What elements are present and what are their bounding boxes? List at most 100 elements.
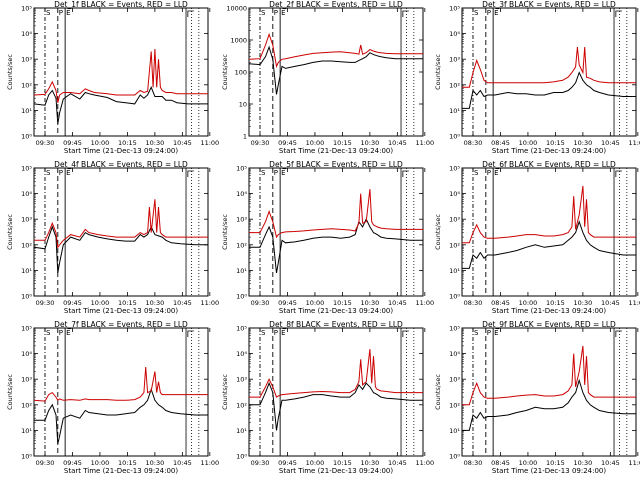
y-tick-label: 10³ <box>21 216 32 224</box>
x-tick-label: 11:00 <box>415 299 434 307</box>
series-lld-line <box>33 366 208 402</box>
detector-panel-2: Det_2f BLACK = Events, RED = LLD 1 10 100 10… <box>221 0 434 155</box>
x-tick-label: 10:30 <box>574 459 593 467</box>
series-lld-line <box>249 349 423 398</box>
panel-title: Det_7f BLACK = Events, RED = LLD <box>54 320 188 329</box>
series-lld-line <box>249 189 423 239</box>
marker-label: E <box>281 169 285 177</box>
detector-panel-8: Det_8f BLACK = Events, RED = LLD 10⁰ 10¹ 10… <box>221 320 434 475</box>
x-tick-label: 09:30 <box>251 459 270 467</box>
x-tick-label: 11:00 <box>415 139 434 147</box>
x-tick-label: 10:15 <box>333 299 352 307</box>
marker-label: P <box>59 329 63 337</box>
y-tick-label: 10² <box>449 401 460 409</box>
x-tick-label: 11:00 <box>415 459 434 467</box>
x-tick-label: 10:00 <box>91 139 110 147</box>
x-tick-label: 10:15 <box>546 459 565 467</box>
x-tick-label: 08:45 <box>491 139 510 147</box>
marker-label: E <box>66 9 70 17</box>
y-tick-label: 10⁰ <box>21 133 32 141</box>
x-tick-label: 10:45 <box>601 459 620 467</box>
detector-panel-3: Det_3f BLACK = Events, RED = LLD 10⁰ 10¹ 10… <box>434 0 640 155</box>
x-tick-label: 10:30 <box>146 139 165 147</box>
plot-frame <box>248 327 424 457</box>
marker-label: S <box>474 9 479 17</box>
plot-frame <box>461 327 637 457</box>
marker-label: P <box>59 169 63 177</box>
y-tick-label: 10⁰ <box>236 453 247 461</box>
marker-label: S <box>474 329 479 337</box>
x-tick-label: 10:00 <box>91 459 110 467</box>
y-axis-label: Counts/sec <box>6 214 14 250</box>
series-lld-line <box>462 185 636 244</box>
end-marker <box>402 10 409 17</box>
series-events-line <box>33 225 208 273</box>
detector-panel-9: Det_9f BLACK = Events, RED = LLD 10⁰ 10¹ 10… <box>434 320 640 475</box>
marker-label: E <box>494 169 498 177</box>
x-tick-label: 10:00 <box>306 299 325 307</box>
plot-frame <box>33 327 209 457</box>
detector-panel-6: Det_6f BLACK = Events, RED = LLD 10⁰ 10¹ 10… <box>434 160 640 315</box>
panel-title: Det_9f BLACK = Events, RED = LLD <box>482 320 616 329</box>
x-axis-label: Start Time (21-Dec-13 09:24:00) <box>64 467 178 475</box>
x-tick-label: 10:00 <box>91 299 110 307</box>
marker-label: E <box>66 169 70 177</box>
x-tick-label: 11:00 <box>200 299 219 307</box>
series-lld-line <box>33 48 208 103</box>
y-axis-label: Counts/sec <box>6 374 14 410</box>
y-tick-label: 1000 <box>230 37 247 45</box>
end-marker <box>187 10 194 17</box>
panel-title: Det_1f BLACK = Events, RED = LLD <box>54 0 188 9</box>
x-tick-label: 09:45 <box>278 459 297 467</box>
x-tick-label: 10:00 <box>519 459 538 467</box>
x-tick-label: 08:30 <box>464 299 483 307</box>
marker-label: E <box>66 329 70 337</box>
x-tick-label: 09:45 <box>63 139 82 147</box>
y-tick-label: 10⁵ <box>236 325 247 333</box>
y-tick-label: 10⁴ <box>236 350 247 358</box>
y-tick-label: 10³ <box>449 216 460 224</box>
x-tick-label: 10:00 <box>306 459 325 467</box>
y-tick-label: 10⁵ <box>21 325 32 333</box>
marker-label: E <box>494 329 498 337</box>
y-tick-label: 10⁵ <box>236 165 247 173</box>
marker-label: E <box>494 9 498 17</box>
y-tick-label: 10⁰ <box>236 293 247 301</box>
series-lld-line <box>248 32 423 69</box>
series-events-line <box>249 218 423 273</box>
series-lld-line <box>462 345 636 406</box>
detector-panel-7: Det_7f BLACK = Events, RED = LLD 10⁰ 10¹ 10… <box>6 320 219 475</box>
x-tick-label: 09:30 <box>36 299 55 307</box>
end-marker <box>187 170 194 177</box>
x-tick-label: 10:45 <box>601 299 620 307</box>
x-tick-label: 08:45 <box>491 299 510 307</box>
x-tick-label: 09:45 <box>63 299 82 307</box>
marker-label: P <box>274 9 278 17</box>
x-tick-label: 10:00 <box>306 139 325 147</box>
end-marker <box>402 170 409 177</box>
marker-label: S <box>46 329 51 337</box>
marker-label: P <box>59 9 63 17</box>
y-tick-label: 10³ <box>449 376 460 384</box>
series-events-line <box>462 71 636 109</box>
x-tick-label: 09:30 <box>36 459 55 467</box>
x-tick-label: 09:45 <box>278 299 297 307</box>
end-marker <box>615 170 622 177</box>
y-tick-label: 10¹ <box>21 427 32 435</box>
marker-label: P <box>487 329 491 337</box>
end-marker <box>187 330 194 337</box>
plot-frame <box>33 7 209 137</box>
x-tick-label: 10:15 <box>333 459 352 467</box>
marker-label: S <box>46 169 51 177</box>
panel-title: Det_8f BLACK = Events, RED = LLD <box>269 320 403 329</box>
y-tick-label: 10¹ <box>449 267 460 275</box>
series-events-line <box>462 378 636 431</box>
series-events-line <box>462 220 636 269</box>
y-tick-label: 10¹ <box>449 427 460 435</box>
y-tick-label: 10² <box>21 81 32 89</box>
x-tick-label: 10:15 <box>546 139 565 147</box>
x-tick-label: 11:00 <box>200 139 219 147</box>
x-tick-label: 10:30 <box>146 459 165 467</box>
y-tick-label: 10⁰ <box>449 293 460 301</box>
marker-label: S <box>261 329 266 337</box>
